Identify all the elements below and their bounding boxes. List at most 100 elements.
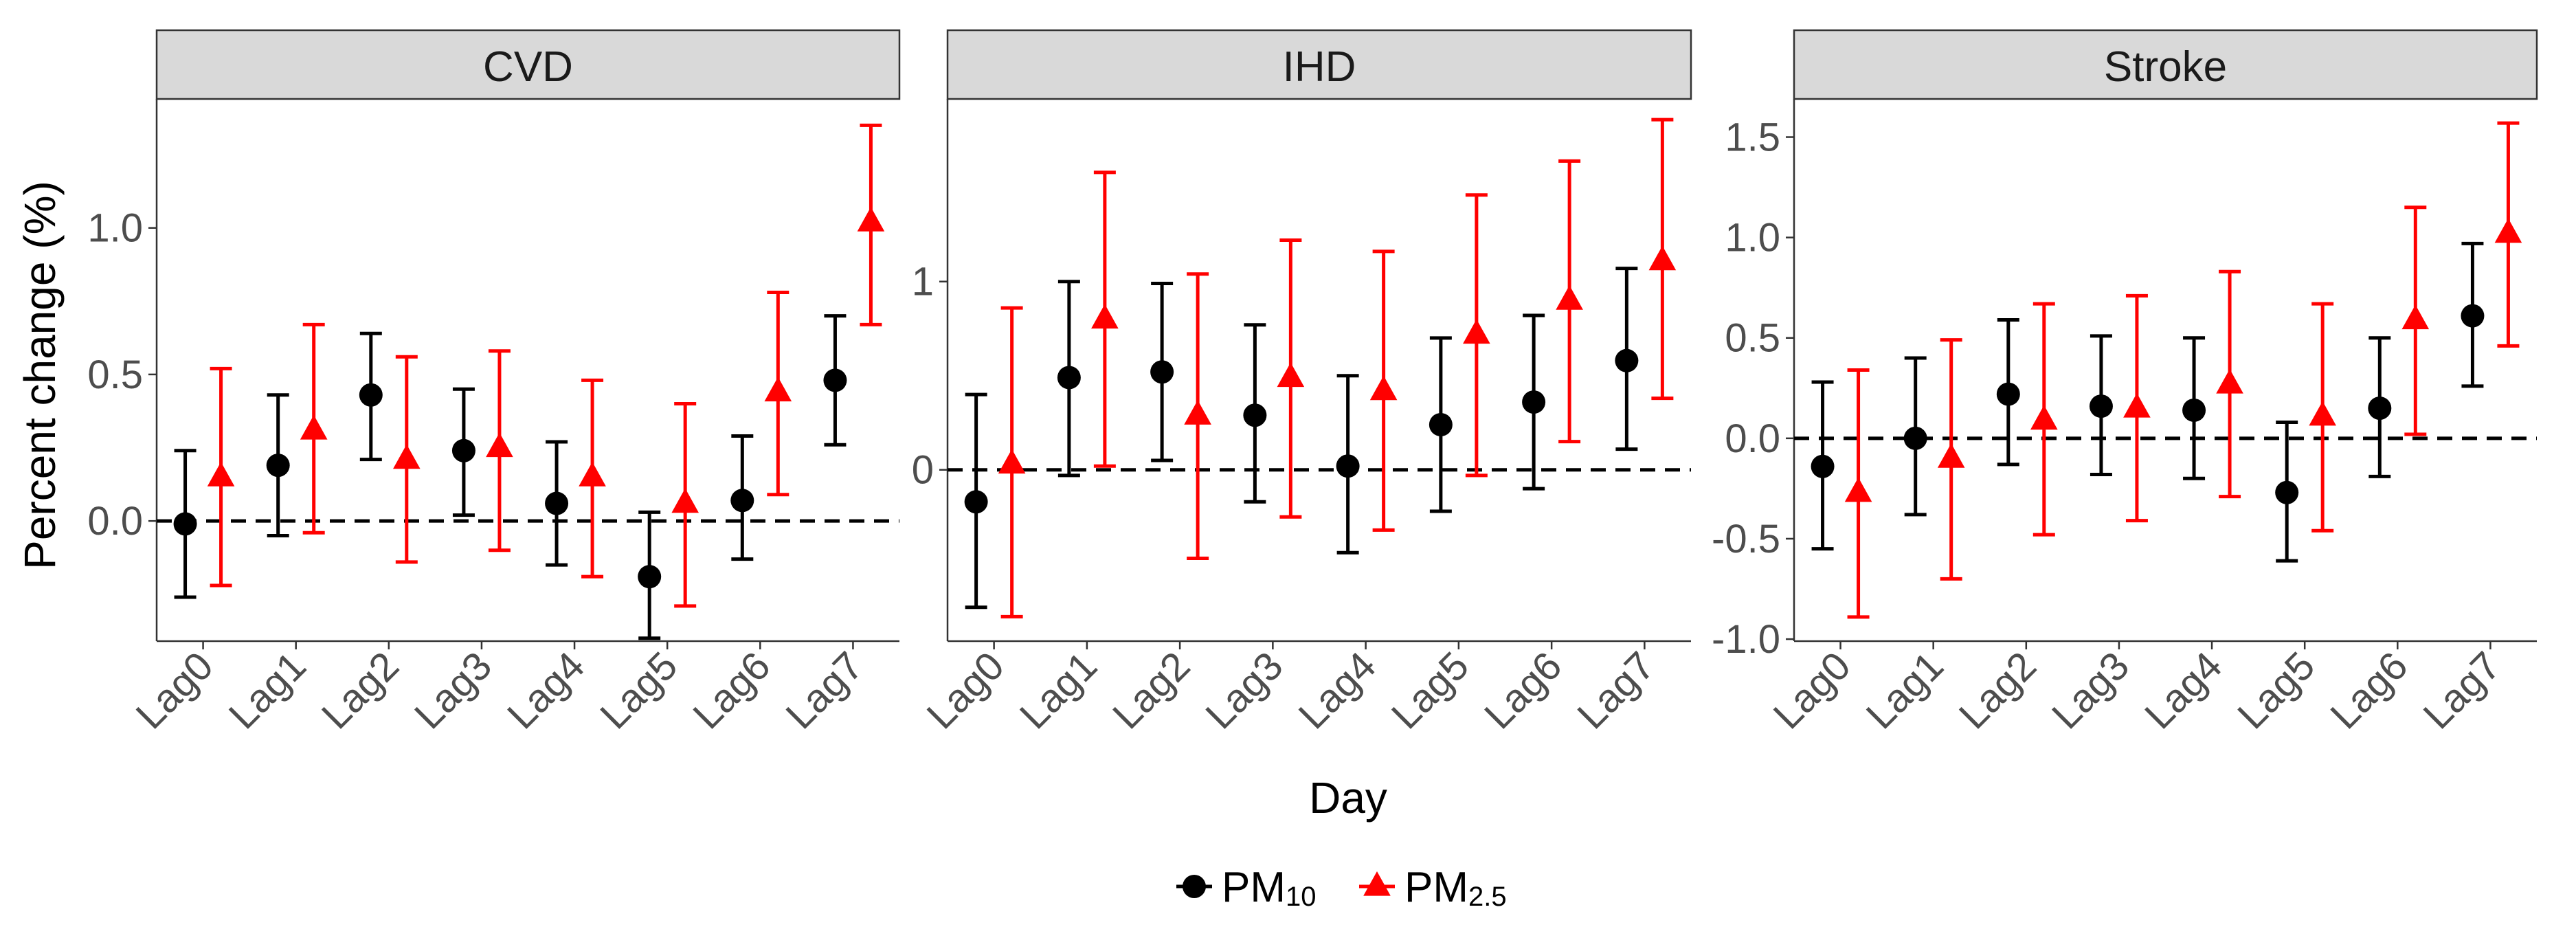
legend-label: PM2.5 bbox=[1404, 864, 1507, 912]
point-marker bbox=[266, 454, 290, 478]
point-marker bbox=[2368, 397, 2392, 421]
panel-title: Stroke bbox=[2104, 43, 2227, 91]
point-marker bbox=[1996, 382, 2020, 406]
point-marker bbox=[2401, 304, 2430, 330]
panel-title: CVD bbox=[483, 43, 573, 91]
point-marker bbox=[486, 432, 513, 458]
x-tick-label: Lag5 bbox=[2229, 643, 2323, 737]
x-tick-label: Lag7 bbox=[777, 643, 871, 737]
x-tick-label: Lag2 bbox=[1104, 643, 1198, 737]
point-marker bbox=[1091, 304, 1119, 329]
x-tick-label: Lag3 bbox=[1197, 643, 1291, 737]
point-marker bbox=[579, 462, 606, 487]
legend-key-marker bbox=[1183, 875, 1206, 898]
x-tick-label: Lag4 bbox=[499, 643, 593, 737]
x-tick-label: Lag4 bbox=[2136, 643, 2230, 737]
point-marker bbox=[1556, 285, 1583, 310]
legend-key-marker bbox=[1363, 871, 1391, 896]
point-marker bbox=[207, 462, 235, 487]
legend-item-pm10: PM10 bbox=[1176, 864, 1317, 912]
point-marker bbox=[173, 512, 197, 536]
series-pm10 bbox=[964, 267, 1639, 610]
point-marker bbox=[1648, 245, 1677, 271]
point-marker bbox=[1937, 443, 1965, 468]
x-tick-label: Lag2 bbox=[1951, 643, 2045, 737]
point-marker bbox=[964, 490, 988, 514]
point-marker bbox=[1844, 477, 1872, 502]
point-marker bbox=[393, 444, 421, 469]
y-tick-label: -0.5 bbox=[1712, 517, 1780, 561]
x-tick-label: Lag5 bbox=[592, 643, 686, 737]
y-tick-label: 0.5 bbox=[1725, 316, 1780, 361]
point-marker bbox=[857, 207, 885, 232]
y-tick-label: 0.5 bbox=[87, 353, 143, 397]
x-tick-label: Lag6 bbox=[2322, 643, 2416, 737]
y-tick-label: 0.0 bbox=[1725, 416, 1780, 461]
point-marker bbox=[2182, 398, 2206, 422]
x-tick-label: Lag0 bbox=[128, 643, 222, 737]
point-marker bbox=[1369, 375, 1398, 401]
y-tick-label: 1 bbox=[912, 260, 934, 304]
point-marker bbox=[545, 491, 569, 515]
point-marker bbox=[300, 414, 328, 440]
point-marker bbox=[1150, 360, 1174, 384]
series-pm10 bbox=[1811, 241, 2485, 563]
y-tick-label: 1.0 bbox=[87, 206, 143, 251]
point-marker bbox=[2216, 368, 2243, 394]
x-tick-label: Lag3 bbox=[2043, 643, 2138, 737]
point-marker bbox=[1615, 348, 1639, 372]
point-marker bbox=[638, 565, 662, 589]
panel-stroke: Stroke-1.0-0.50.00.51.01.5Lag0Lag1Lag2La… bbox=[1712, 29, 2538, 737]
point-marker bbox=[764, 377, 792, 402]
point-marker bbox=[671, 488, 699, 513]
point-marker bbox=[2461, 304, 2485, 328]
x-tick-label: Lag5 bbox=[1383, 643, 1477, 737]
series-pm10 bbox=[173, 314, 847, 640]
x-tick-label: Lag1 bbox=[1858, 643, 1952, 737]
point-marker bbox=[2123, 393, 2151, 418]
point-marker bbox=[2089, 394, 2113, 418]
x-tick-label: Lag1 bbox=[1011, 643, 1106, 737]
point-marker bbox=[1336, 454, 1360, 478]
x-tick-label: Lag4 bbox=[1290, 643, 1385, 737]
legend-label: PM10 bbox=[1222, 864, 1317, 912]
panel-cvd: CVD 0.0 0.5 1.0 Lag0Lag1Lag2Lag3Lag4Lag5Lag6… bbox=[87, 29, 901, 737]
y-tick-label: -1.0 bbox=[1712, 617, 1780, 662]
point-marker bbox=[998, 449, 1026, 474]
point-marker bbox=[1184, 400, 1211, 425]
panel-title: IHD bbox=[1283, 43, 1356, 91]
point-marker bbox=[1463, 319, 1490, 344]
y-tick-label: 0 bbox=[912, 448, 934, 493]
point-marker bbox=[359, 383, 383, 407]
x-axis-title: Day bbox=[1309, 773, 1387, 823]
x-tick-label: Lag6 bbox=[1476, 643, 1570, 737]
x-tick-label: Lag2 bbox=[313, 643, 407, 737]
series-pm25 bbox=[998, 118, 1677, 618]
point-marker bbox=[2030, 405, 2058, 430]
x-tick-label: Lag0 bbox=[919, 643, 1013, 737]
point-marker bbox=[730, 489, 754, 513]
x-tick-label: Lag7 bbox=[1569, 643, 1663, 737]
x-tick-label: Lag6 bbox=[684, 643, 779, 737]
point-marker bbox=[2275, 480, 2299, 504]
point-marker bbox=[2309, 401, 2336, 426]
legend-item-pm25: PM2.5 bbox=[1359, 864, 1507, 912]
point-marker bbox=[823, 368, 847, 392]
point-marker bbox=[2494, 218, 2522, 243]
panel-strip bbox=[155, 29, 901, 100]
y-tick-label: 1.0 bbox=[1725, 216, 1780, 260]
point-marker bbox=[1277, 362, 1305, 388]
point-marker bbox=[1429, 412, 1453, 436]
x-tick-label: Lag3 bbox=[406, 643, 500, 737]
series-pm25 bbox=[1844, 121, 2522, 619]
point-marker bbox=[1903, 426, 1927, 450]
point-marker bbox=[1057, 366, 1081, 390]
series-pm25 bbox=[207, 123, 885, 608]
y-tick-label: 1.5 bbox=[1725, 115, 1780, 160]
x-tick-label: Lag7 bbox=[2415, 643, 2509, 737]
y-axis-title: Percent change (%) bbox=[15, 181, 65, 570]
point-marker bbox=[1522, 390, 1546, 414]
x-tick-label: Lag1 bbox=[221, 643, 315, 737]
